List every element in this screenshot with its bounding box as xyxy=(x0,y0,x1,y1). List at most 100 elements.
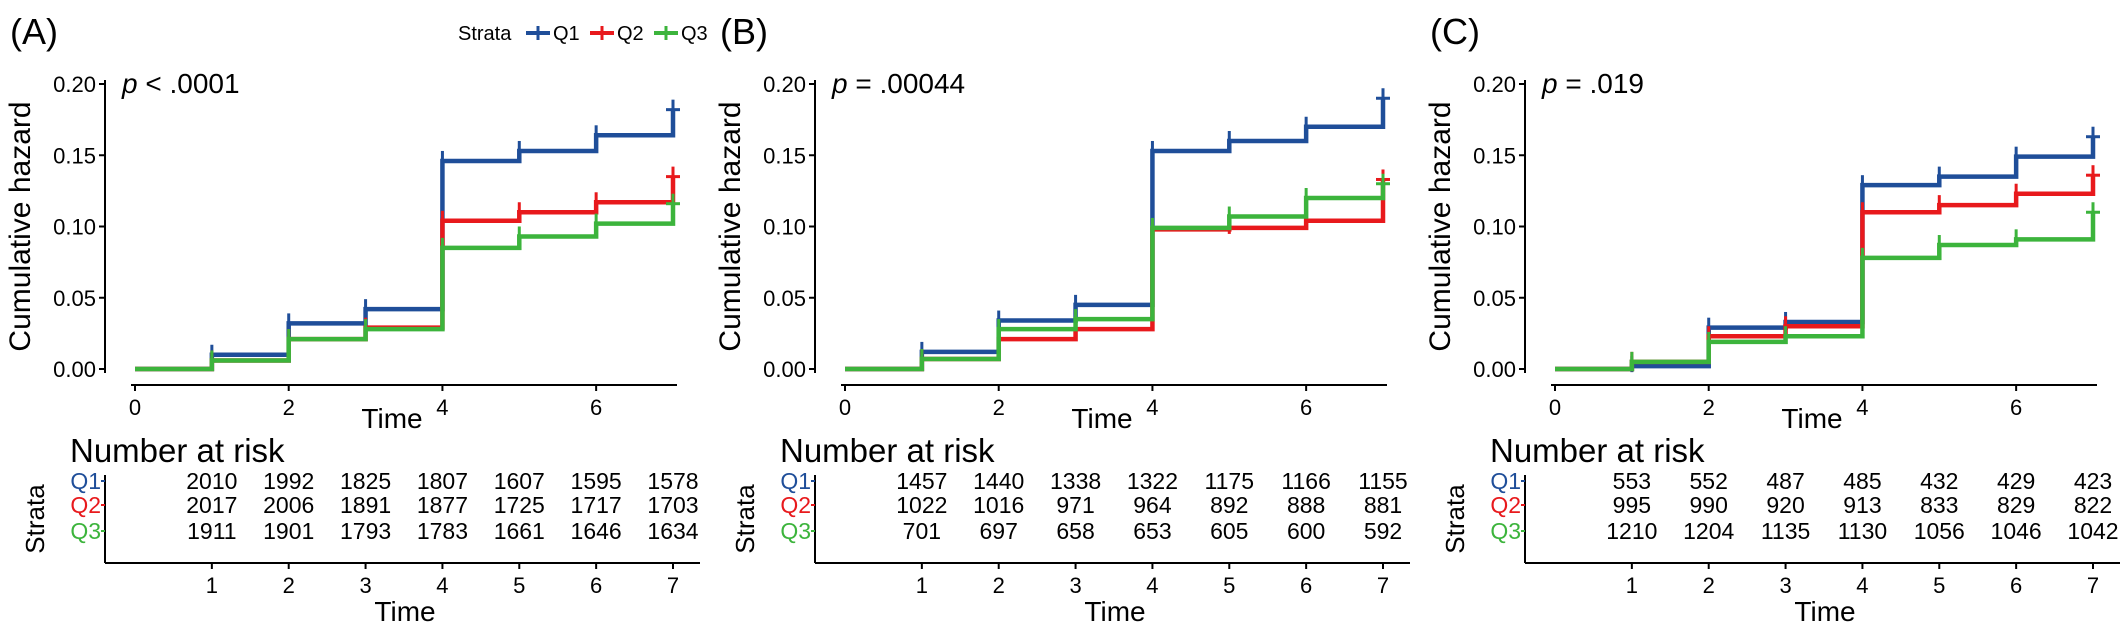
x-tick-label: 6 xyxy=(2010,395,2022,420)
series-line-q3 xyxy=(135,203,676,372)
risk-cell: 697 xyxy=(980,518,1018,544)
panel-label: (A) xyxy=(10,11,58,52)
risk-cell: 888 xyxy=(1287,492,1325,518)
panel-b: (B) p = .00044 0.00 0.05 0.10 0.15 0.20 0 2 4 6 Tim… xyxy=(714,11,1410,627)
risk-cell: 1322 xyxy=(1127,468,1178,494)
legend-label: Q2 xyxy=(617,23,644,45)
x-tick-label: 4 xyxy=(1146,395,1158,420)
risk-cell: 1661 xyxy=(494,518,545,544)
risk-row-q2: Q2 2017 2006 1891 1877 1725 1717 1703 xyxy=(70,492,698,518)
series-line-q3 xyxy=(1555,212,2096,372)
risk-table-x-tick-label: 6 xyxy=(590,573,602,598)
risk-cell: 1022 xyxy=(896,492,947,518)
risk-cell: 1016 xyxy=(973,492,1024,518)
panel-a: (A) p < .0001 0.00 0.05 0.10 0.15 0.20 0 2 4 6 Time… xyxy=(4,11,700,627)
p-value: p = .019 xyxy=(1541,68,1644,99)
risk-row-q1: Q1 553 552 487 485 432 429 423 xyxy=(1490,468,2112,494)
legend-item-q2: Q2 xyxy=(590,23,644,45)
y-tick-label: 0.05 xyxy=(53,286,96,311)
risk-row-label: Q3 xyxy=(70,518,101,544)
risk-row-label: Q2 xyxy=(70,492,101,518)
series-line-q2 xyxy=(1555,175,2096,372)
p-value: p < .0001 xyxy=(121,68,240,99)
x-tick-label: 2 xyxy=(993,395,1005,420)
y-axis-title: Cumulative hazard xyxy=(4,101,37,351)
risk-cell: 553 xyxy=(1613,468,1651,494)
risk-cell: 605 xyxy=(1210,518,1248,544)
risk-cell: 829 xyxy=(1997,492,2035,518)
risk-cell: 2017 xyxy=(186,492,237,518)
risk-cell: 1825 xyxy=(340,468,391,494)
panel-c: (C) p = .019 0.00 0.05 0.10 0.15 0.20 0 2 4 6 Time C… xyxy=(1424,11,2120,627)
risk-cell: 1210 xyxy=(1606,518,1657,544)
y-tick-label: 0.20 xyxy=(53,72,96,97)
risk-cell: 1166 xyxy=(1281,468,1330,494)
risk-cell: 1175 xyxy=(1205,468,1254,494)
y-tick-label: 0.15 xyxy=(53,143,96,168)
legend-title: Strata xyxy=(458,23,512,45)
risk-row-label: Q1 xyxy=(780,468,811,494)
y-tick-label: 0.20 xyxy=(1473,72,1516,97)
risk-table-x-tick-label: 4 xyxy=(436,573,448,598)
risk-table-x-tick-label: 1 xyxy=(916,573,928,598)
y-tick-label: 0.05 xyxy=(763,286,806,311)
risk-row-q3: Q3 701 697 658 653 605 600 592 xyxy=(780,518,1402,544)
legend-label: Q3 xyxy=(681,23,708,45)
risk-row-label: Q3 xyxy=(1490,518,1521,544)
risk-table-x-tick-label: 4 xyxy=(1856,573,1868,598)
risk-cell: 1717 xyxy=(571,492,622,518)
risk-table-x-tick-label: 2 xyxy=(1703,573,1715,598)
risk-table-x-tick-label: 5 xyxy=(1933,573,1945,598)
risk-table-x-title: Time xyxy=(1084,596,1145,627)
risk-row-label: Q2 xyxy=(1490,492,1521,518)
risk-table-x-tick-label: 7 xyxy=(1377,573,1389,598)
risk-table-x-tick-label: 6 xyxy=(1300,573,1312,598)
risk-table-title: Number at risk xyxy=(1490,432,1705,469)
risk-cell: 1046 xyxy=(1991,518,2042,544)
risk-cell: 1130 xyxy=(1838,518,1887,544)
panel-label: (C) xyxy=(1430,11,1480,52)
risk-cell: 552 xyxy=(1690,468,1728,494)
risk-cell: 1646 xyxy=(571,518,622,544)
risk-cell: 1204 xyxy=(1683,518,1734,544)
y-tick-label: 0.10 xyxy=(1473,215,1516,240)
risk-cell: 822 xyxy=(2074,492,2112,518)
risk-row-q2: Q2 1022 1016 971 964 892 888 881 xyxy=(780,492,1402,518)
y-axis-title: Cumulative hazard xyxy=(1424,101,1457,351)
x-tick-label: 2 xyxy=(1703,395,1715,420)
risk-cell: 1595 xyxy=(571,468,622,494)
risk-cell: 429 xyxy=(1997,468,2035,494)
risk-table-y-title: Strata xyxy=(1440,484,1470,554)
risk-table-x-tick-label: 1 xyxy=(1626,573,1638,598)
risk-row-q3: Q3 1210 1204 1135 1130 1056 1046 1042 xyxy=(1490,518,2118,544)
risk-cell: 423 xyxy=(2074,468,2112,494)
risk-cell: 1793 xyxy=(340,518,391,544)
series-line-q2 xyxy=(845,179,1386,372)
risk-cell: 990 xyxy=(1690,492,1728,518)
risk-cell: 1725 xyxy=(494,492,545,518)
risk-cell: 1901 xyxy=(263,518,314,544)
risk-table-x-title: Time xyxy=(1794,596,1855,627)
risk-cell: 833 xyxy=(1920,492,1958,518)
panel-label: (B) xyxy=(720,11,768,52)
risk-cell: 995 xyxy=(1613,492,1651,518)
x-axis-title: Time xyxy=(1781,403,1842,434)
risk-table-x-tick-label: 3 xyxy=(359,573,371,598)
risk-cell: 1135 xyxy=(1761,518,1810,544)
risk-cell: 485 xyxy=(1843,468,1881,494)
risk-cell: 600 xyxy=(1287,518,1325,544)
risk-row-label: Q2 xyxy=(780,492,811,518)
x-tick-label: 6 xyxy=(590,395,602,420)
y-tick-label: 0.10 xyxy=(53,215,96,240)
risk-cell: 487 xyxy=(1766,468,1804,494)
risk-cell: 971 xyxy=(1056,492,1094,518)
risk-cell: 653 xyxy=(1133,518,1171,544)
risk-cell: 2010 xyxy=(186,468,237,494)
risk-table-title: Number at risk xyxy=(70,432,285,469)
risk-row-q1: Q1 1457 1440 1338 1322 1175 1166 1155 xyxy=(780,468,1407,494)
risk-cell: 1703 xyxy=(647,492,698,518)
y-tick-label: 0.10 xyxy=(763,215,806,240)
risk-row-label: Q1 xyxy=(70,468,101,494)
risk-table-x-tick-label: 5 xyxy=(1223,573,1235,598)
